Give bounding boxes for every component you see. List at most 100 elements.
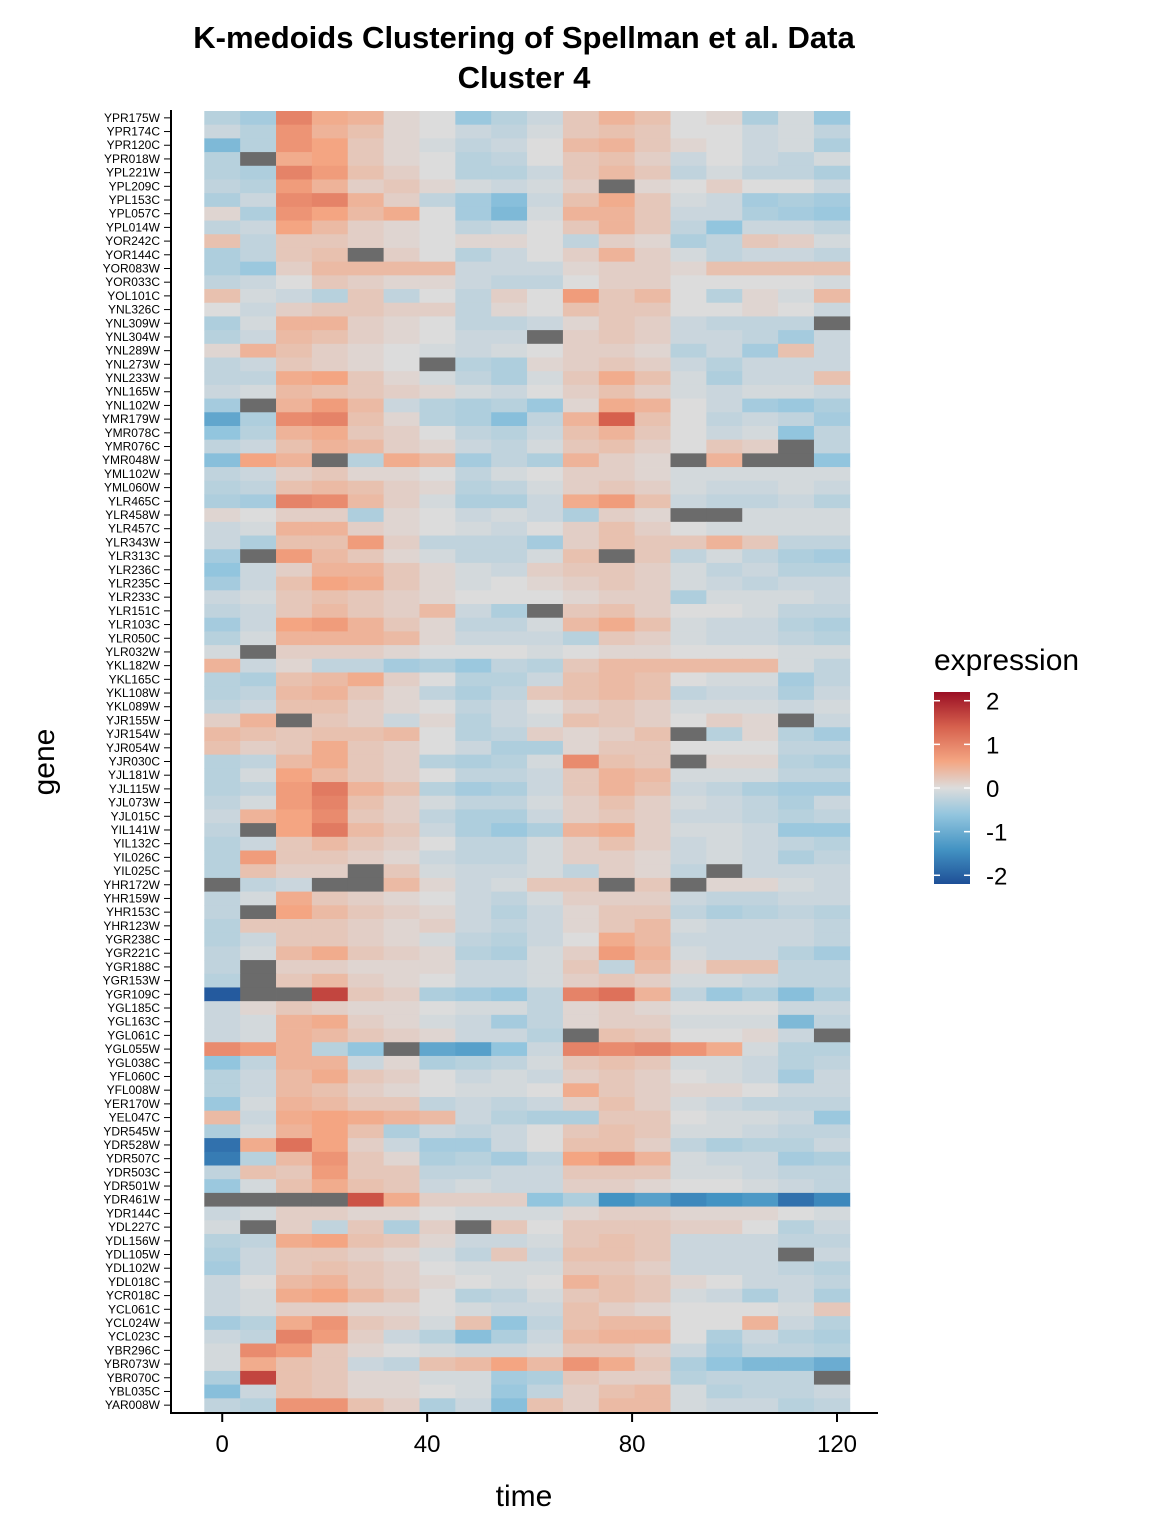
heatmap-cell — [491, 234, 528, 249]
heatmap-cell — [240, 425, 277, 441]
heatmap-cell — [383, 1247, 420, 1262]
heatmap-cell — [419, 480, 456, 495]
heatmap-cell — [778, 206, 815, 221]
heatmap-cell — [491, 1206, 528, 1221]
heatmap-cell — [778, 1275, 815, 1290]
heatmap-cell — [491, 220, 528, 235]
heatmap-cell — [527, 631, 564, 646]
heatmap-cell — [742, 1316, 779, 1331]
heatmap-cell — [634, 261, 671, 276]
heatmap-cell — [276, 206, 313, 221]
heatmap-cell — [527, 740, 564, 756]
x-tick-label: 120 — [817, 1431, 857, 1458]
heatmap-cell — [778, 631, 815, 646]
heatmap-cell — [383, 302, 420, 317]
heatmap-cell — [634, 562, 671, 578]
heatmap-cell — [347, 1083, 385, 1098]
heatmap-cell — [240, 1275, 277, 1290]
heatmap-cell — [562, 124, 600, 139]
heatmap-cell — [347, 740, 385, 756]
heatmap-cell — [276, 521, 313, 536]
heatmap-cell — [813, 932, 851, 947]
heatmap-cell — [706, 973, 743, 988]
heatmap-cell — [778, 138, 815, 153]
heatmap-cell — [527, 1329, 564, 1344]
heatmap-cell — [276, 193, 313, 208]
heatmap-cell — [347, 1069, 385, 1084]
heatmap-cell — [311, 686, 349, 701]
heatmap-cell — [706, 179, 743, 194]
heatmap-cell — [778, 1138, 815, 1153]
heatmap-cell — [742, 384, 779, 399]
heatmap-cell — [598, 384, 636, 399]
heatmap-cell — [491, 289, 528, 304]
heatmap-cell — [778, 604, 815, 619]
heatmap-cell — [706, 467, 743, 482]
heatmap-cell — [419, 836, 456, 851]
heatmap-cell — [419, 521, 456, 536]
heatmap-cell — [419, 1370, 456, 1386]
heatmap-cell — [204, 467, 241, 482]
heatmap-cell — [527, 836, 564, 851]
heatmap-cell — [670, 576, 707, 591]
heatmap-cell — [634, 1398, 671, 1413]
heatmap-cell — [276, 973, 313, 988]
heatmap-cell — [240, 234, 277, 249]
heatmap-cell — [670, 1055, 707, 1071]
heatmap-cell — [598, 973, 636, 988]
heatmap-cell — [419, 1275, 456, 1290]
heatmap-cell — [347, 138, 385, 153]
heatmap-cell — [634, 823, 671, 838]
heatmap-cell — [491, 740, 528, 756]
heatmap-cell — [240, 124, 277, 139]
heatmap-cell — [562, 1343, 600, 1358]
heatmap-cell — [813, 973, 851, 988]
heatmap-cell — [455, 343, 492, 358]
heatmap-cell — [813, 754, 851, 769]
heatmap-cell — [742, 1220, 779, 1235]
heatmap-cell — [455, 1110, 492, 1125]
heatmap-cell — [276, 1206, 313, 1221]
heatmap-cell — [276, 562, 313, 578]
heatmap-cell — [347, 330, 385, 345]
heatmap-cell — [455, 371, 492, 386]
heatmap-cell — [455, 398, 492, 413]
heatmap-cell — [670, 686, 707, 701]
heatmap-cell — [276, 1288, 313, 1303]
heatmap-cell — [311, 960, 349, 975]
heatmap-cell — [634, 631, 671, 646]
heatmap-cell — [419, 1083, 456, 1098]
heatmap-cell — [419, 1357, 456, 1372]
heatmap-cell — [527, 1110, 564, 1125]
heatmap-cell — [813, 1042, 851, 1057]
heatmap-cell — [670, 713, 707, 728]
heatmap-cell — [778, 398, 815, 413]
y-tick-label: YPL209C — [109, 179, 161, 193]
heatmap-cell — [276, 631, 313, 646]
heatmap-cell — [491, 1247, 528, 1262]
heatmap-cell — [813, 658, 851, 673]
heatmap-cell — [670, 645, 707, 660]
heatmap-cell — [562, 782, 600, 797]
heatmap-cell — [455, 1138, 492, 1153]
heatmap-cell — [634, 330, 671, 345]
heatmap-cell — [347, 549, 385, 564]
y-tick-label: YFL008W — [107, 1083, 161, 1097]
heatmap-cell — [527, 521, 564, 536]
heatmap-cell — [311, 343, 349, 358]
heatmap-cell — [276, 672, 313, 687]
heatmap-cell — [276, 1316, 313, 1331]
heatmap-cell — [778, 316, 815, 331]
heatmap-cell — [383, 330, 420, 345]
heatmap-cell — [778, 891, 815, 906]
heatmap-cell — [527, 480, 564, 495]
heatmap-cell — [670, 631, 707, 646]
heatmap-cell — [347, 727, 385, 742]
heatmap-cell — [634, 1110, 671, 1125]
heatmap-cell — [491, 261, 528, 276]
heatmap-cell — [311, 754, 349, 769]
heatmap-cell — [706, 521, 743, 536]
heatmap-cell — [670, 823, 707, 838]
heatmap-cell — [347, 905, 385, 920]
heatmap-cell — [491, 1275, 528, 1290]
